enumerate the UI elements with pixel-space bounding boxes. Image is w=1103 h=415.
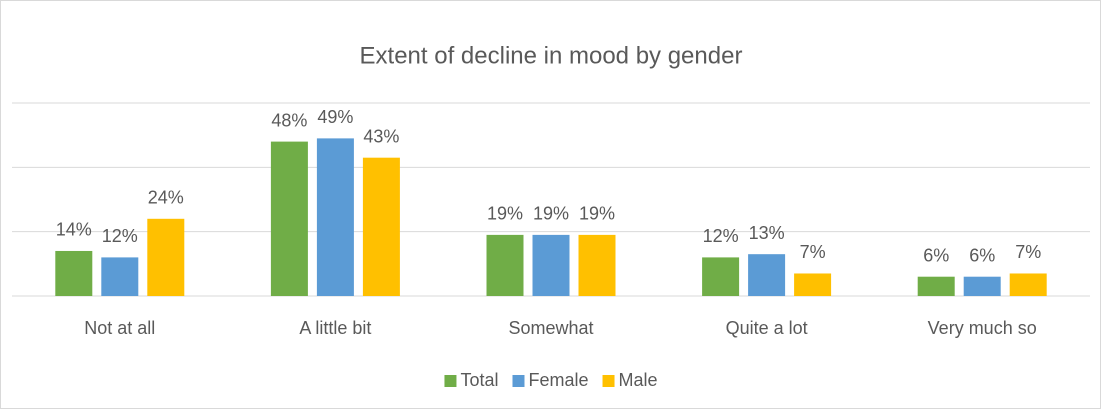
data-label: 43% (363, 126, 399, 146)
legend-swatch (512, 375, 525, 387)
data-label: 24% (148, 188, 184, 208)
bar (147, 218, 185, 296)
chart-title: Extent of decline in mood by gender (360, 42, 743, 69)
data-label: 12% (102, 226, 138, 246)
bar (55, 250, 93, 296)
data-label: 49% (317, 107, 353, 127)
legend-label: Total (460, 370, 498, 390)
data-label: 19% (579, 204, 615, 224)
bar (963, 276, 1001, 296)
data-label: 14% (56, 220, 92, 240)
x-tick-label: Quite a lot (726, 318, 808, 338)
data-label: 7% (800, 242, 826, 262)
bar (316, 138, 354, 296)
data-label: 6% (923, 245, 949, 265)
data-label: 12% (703, 226, 739, 246)
legend-swatch (602, 375, 615, 387)
bar (486, 234, 524, 296)
x-tick-label: Not at all (84, 318, 155, 338)
x-tick-label: A little bit (299, 318, 371, 338)
legend-swatch (444, 375, 457, 387)
data-label: 6% (969, 245, 995, 265)
bar (270, 141, 308, 296)
bar (748, 254, 786, 296)
bar (532, 234, 570, 296)
data-label: 19% (533, 204, 569, 224)
data-label: 19% (487, 204, 523, 224)
data-label: 48% (271, 110, 307, 130)
bar (794, 273, 832, 296)
legend-label: Female (528, 370, 588, 390)
bar (702, 257, 740, 296)
x-tick-label: Somewhat (508, 318, 593, 338)
bar (917, 276, 955, 296)
legend-label: Male (619, 370, 658, 390)
bar (1009, 273, 1047, 296)
bar (578, 234, 616, 296)
data-label: 7% (1015, 242, 1041, 262)
bar (362, 157, 400, 296)
bar (101, 257, 139, 296)
data-label: 13% (749, 223, 785, 243)
x-tick-label: Very much so (928, 318, 1037, 338)
